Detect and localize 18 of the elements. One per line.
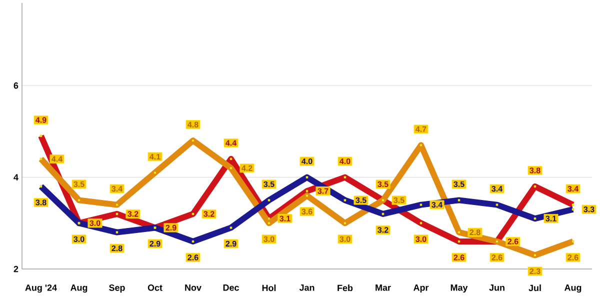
y-tick-label: 4 [14,174,18,180]
x-tick-label: May [450,284,468,293]
x-tick-label: Mar [376,284,391,291]
x-tick-label: Feb [338,284,353,292]
x-tick-label: Jul [528,284,541,292]
x-tick-label: Jun [489,284,504,291]
x-tick-label: Aug [564,284,582,293]
x-tick-label: Hol [262,284,276,292]
y-tick-label: 6 [14,82,18,89]
x-tick-label: Dec [223,284,239,291]
x-tick-label: Aug '24 [25,284,57,293]
y-tick-label: 2 [14,266,18,272]
x-tick-label: Aug [70,284,88,293]
x-tick-label: Oct [148,284,162,291]
x-tick-label: Sep [109,284,125,293]
x-tick-label: Nov [185,284,202,291]
x-tick-label: Jan [299,284,314,291]
x-tick-label: Apr [414,284,429,293]
